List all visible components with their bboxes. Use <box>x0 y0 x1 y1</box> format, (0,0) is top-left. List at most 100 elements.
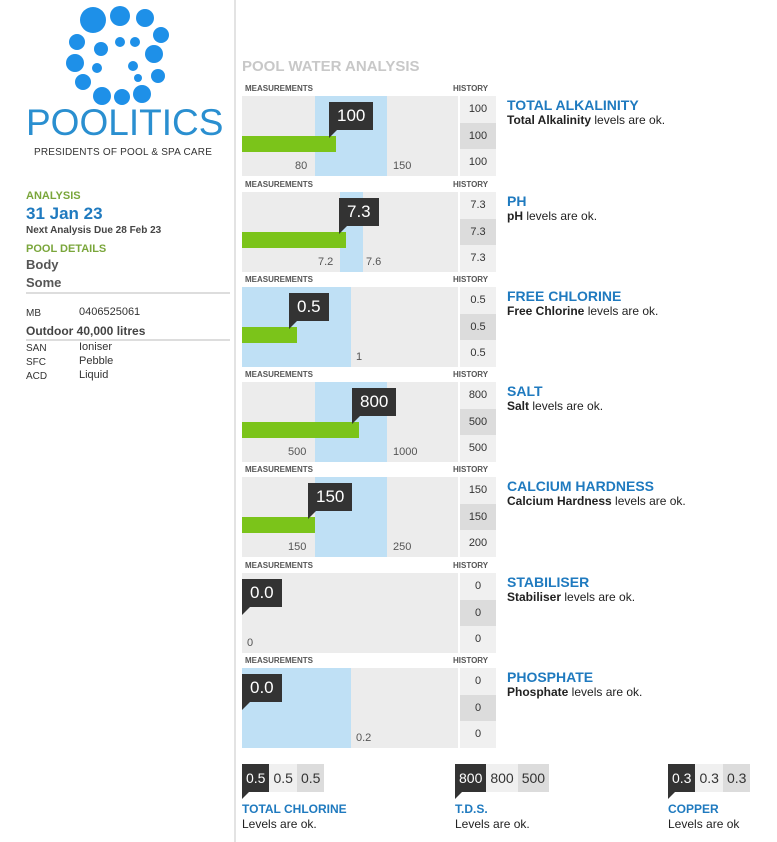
history-value: 500 <box>460 435 496 462</box>
measurement-bar <box>242 232 346 248</box>
spec-value: Liquid <box>79 369 109 381</box>
history-value: 100 <box>460 122 496 150</box>
history-column: 100 100 100 <box>460 96 496 176</box>
test-status: Salt levels are ok. <box>507 399 604 413</box>
measurement-bar <box>242 517 315 533</box>
measurement-gauge: 0.0 0 <box>242 573 458 653</box>
next-analysis-due: Next Analysis Due 28 Feb 23 <box>26 225 162 236</box>
measurement-gauge: 0.5 1 <box>242 287 458 367</box>
mini-history-value: 500 <box>517 764 550 792</box>
history-value: 0 <box>460 668 496 695</box>
range-high-label: 7.6 <box>366 256 382 268</box>
test-title: STABILISER <box>507 574 590 590</box>
mb-key: MB <box>26 308 41 319</box>
mb-value: 0406525061 <box>79 306 141 318</box>
history-header: HISTORY <box>453 465 489 474</box>
history-value: 0 <box>460 721 496 748</box>
spec-key: SFC <box>26 357 46 368</box>
mini-test-status: Levels are ok. <box>455 817 530 831</box>
test-row-salt: MEASUREMENTS HISTORY 800 500 1000 800 50… <box>242 370 762 465</box>
mini-test-total-chlorine: 0.5 0.5 0.5 TOTAL CHLORINE Levels are ok… <box>242 764 347 831</box>
divider <box>26 292 230 294</box>
measurements-header: MEASUREMENTS <box>245 561 314 570</box>
measurements-header: MEASUREMENTS <box>245 84 314 93</box>
current-value: 150 <box>308 483 353 519</box>
current-value: 100 <box>329 102 374 138</box>
mini-history-value: 0.5 <box>269 764 297 792</box>
test-status: pH levels are ok. <box>507 209 598 223</box>
test-row-free-chlorine: MEASUREMENTS HISTORY 0.5 1 0.5 0.5 0.5 F… <box>242 275 762 370</box>
history-value: 7.3 <box>460 192 496 219</box>
mini-test-title: TOTAL CHLORINE <box>242 802 347 816</box>
test-info: SALT Salt levels are ok. <box>507 370 762 413</box>
measurements-header: MEASUREMENTS <box>245 275 314 284</box>
test-title: CALCIUM HARDNESS <box>507 478 654 494</box>
mini-test-status: Levels are ok. <box>242 817 317 831</box>
test-row-phosphate: MEASUREMENTS HISTORY 0.0 0.2 0 0 0 PHOSP… <box>242 656 762 751</box>
measurements-header: MEASUREMENTS <box>245 370 314 379</box>
range-high-label: 150 <box>393 160 412 172</box>
test-title: PHOSPHATE <box>507 669 594 685</box>
measurement-bar <box>242 422 359 438</box>
test-title: SALT <box>507 383 543 399</box>
history-value: 150 <box>460 477 496 504</box>
history-value: 0.5 <box>460 313 496 341</box>
sidebar: POOLITICS PRESIDENTS OF POOL & SPA CARE … <box>0 0 236 842</box>
spec-value: Pebble <box>79 355 114 367</box>
pool-volume: Outdoor 40,000 litres <box>26 324 146 338</box>
history-column: 0.5 0.5 0.5 <box>460 287 496 367</box>
history-value: 0 <box>460 626 496 653</box>
spec-key: ACD <box>26 371 48 382</box>
measurements-header: MEASUREMENTS <box>245 180 314 189</box>
mini-current-value: 0.3 <box>668 764 696 799</box>
spec-value: Ioniser <box>79 341 113 353</box>
mini-history-value: 0.3 <box>722 764 751 792</box>
mini-values: 0.3 0.3 0.3 <box>668 764 751 799</box>
history-value: 150 <box>460 503 496 531</box>
measurement-gauge: 150 150 250 <box>242 477 458 557</box>
measurement-bar <box>242 136 336 152</box>
history-column: 800 500 500 <box>460 382 496 462</box>
history-value: 0 <box>460 694 496 722</box>
history-value: 0.5 <box>460 340 496 367</box>
mini-test-title: COPPER <box>668 802 719 816</box>
test-title: TOTAL ALKALINITY <box>507 97 639 113</box>
history-value: 800 <box>460 382 496 409</box>
spec-key: SAN <box>26 343 47 354</box>
test-info: TOTAL ALKALINITY Total Alkalinity levels… <box>507 84 762 127</box>
mini-history-value: 800 <box>486 764 518 792</box>
history-value: 100 <box>460 96 496 123</box>
range-high-label: 1 <box>356 351 363 363</box>
history-value: 7.3 <box>460 218 496 246</box>
range-low-label: 0 <box>247 637 254 649</box>
measurement-gauge: 7.3 7.2 7.6 <box>242 192 458 272</box>
range-high-label: 250 <box>393 541 412 553</box>
test-status: Phosphate levels are ok. <box>507 685 643 699</box>
pool-detail-line-1: Body <box>26 257 59 272</box>
mini-test-tds: 800 800 500 T.D.S. Levels are ok. <box>455 764 550 831</box>
mini-values: 800 800 500 <box>455 764 550 799</box>
test-row-calcium-hardness: MEASUREMENTS HISTORY 150 150 250 150 150… <box>242 465 762 560</box>
mini-values: 0.5 0.5 0.5 <box>242 764 347 799</box>
mini-history-value: 0.5 <box>296 764 325 792</box>
measurement-gauge: 100 80 150 <box>242 96 458 176</box>
test-row-total-alkalinity: MEASUREMENTS HISTORY 100 80 150 100 100 … <box>242 84 762 179</box>
history-column: 0 0 0 <box>460 668 496 748</box>
analysis-label: ANALYSIS <box>26 190 81 202</box>
range-low-label: 150 <box>288 541 307 553</box>
history-header: HISTORY <box>453 275 489 284</box>
test-status: Free Chlorine levels are ok. <box>507 304 659 318</box>
mini-current-value: 0.5 <box>242 764 270 799</box>
mini-test-title: T.D.S. <box>455 802 488 816</box>
history-column: 7.3 7.3 7.3 <box>460 192 496 272</box>
test-info: STABILISER Stabiliser levels are ok. <box>507 561 762 604</box>
history-value: 7.3 <box>460 245 496 272</box>
range-low-label: 500 <box>288 446 307 458</box>
measurement-bar <box>242 327 297 343</box>
test-status: Calcium Hardness levels are ok. <box>507 494 686 508</box>
test-row-ph: MEASUREMENTS HISTORY 7.3 7.2 7.6 7.3 7.3… <box>242 180 762 275</box>
test-info: PH pH levels are ok. <box>507 180 762 223</box>
mini-current-value: 800 <box>455 764 487 799</box>
range-low-label: 7.2 <box>318 256 334 268</box>
brand-name: POOLITICS <box>26 102 224 143</box>
